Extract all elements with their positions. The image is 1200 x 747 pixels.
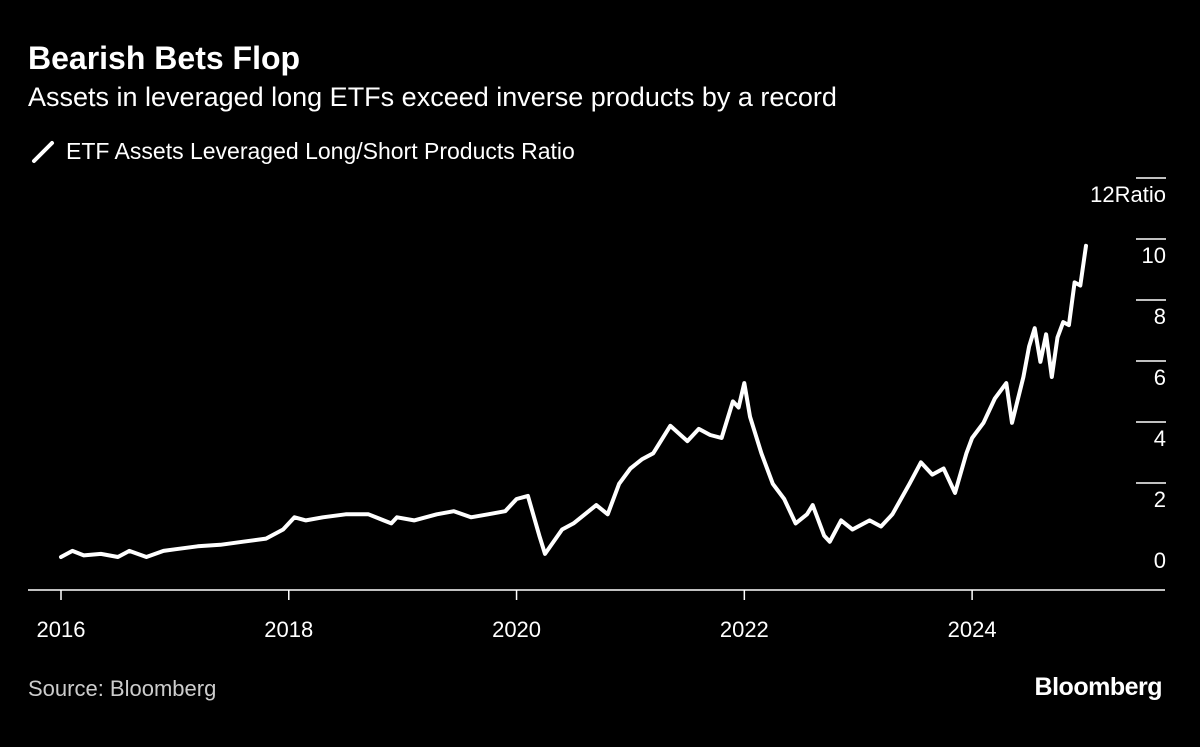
source-note: Source: Bloomberg <box>28 676 217 701</box>
x-tick-label: 2018 <box>264 617 313 642</box>
bloomberg-logo: Bloomberg <box>1034 673 1163 701</box>
y-tick-label: 2 <box>1154 487 1166 512</box>
y-tick-label: 6 <box>1154 365 1166 390</box>
x-tick-label: 2020 <box>492 617 541 642</box>
x-tick-label: 2022 <box>720 617 769 642</box>
legend: ETF Assets Leveraged Long/Short Products… <box>30 138 575 165</box>
y-axis-top-label: 12Ratio <box>1090 182 1166 207</box>
y-tick-label: 10 <box>1142 243 1166 268</box>
legend-label: ETF Assets Leveraged Long/Short Products… <box>66 138 575 164</box>
y-tick-label: 0 <box>1154 548 1166 573</box>
y-tick-label: 8 <box>1154 304 1166 329</box>
legend-line-icon <box>32 140 54 163</box>
chart-subtitle: Assets in leveraged long ETFs exceed inv… <box>28 82 837 112</box>
series-line <box>59 243 1088 559</box>
x-tick-label: 2024 <box>948 617 997 642</box>
y-tick-label: 4 <box>1154 426 1166 451</box>
x-tick-label: 2016 <box>37 617 86 642</box>
chart-title: Bearish Bets Flop <box>28 40 301 76</box>
